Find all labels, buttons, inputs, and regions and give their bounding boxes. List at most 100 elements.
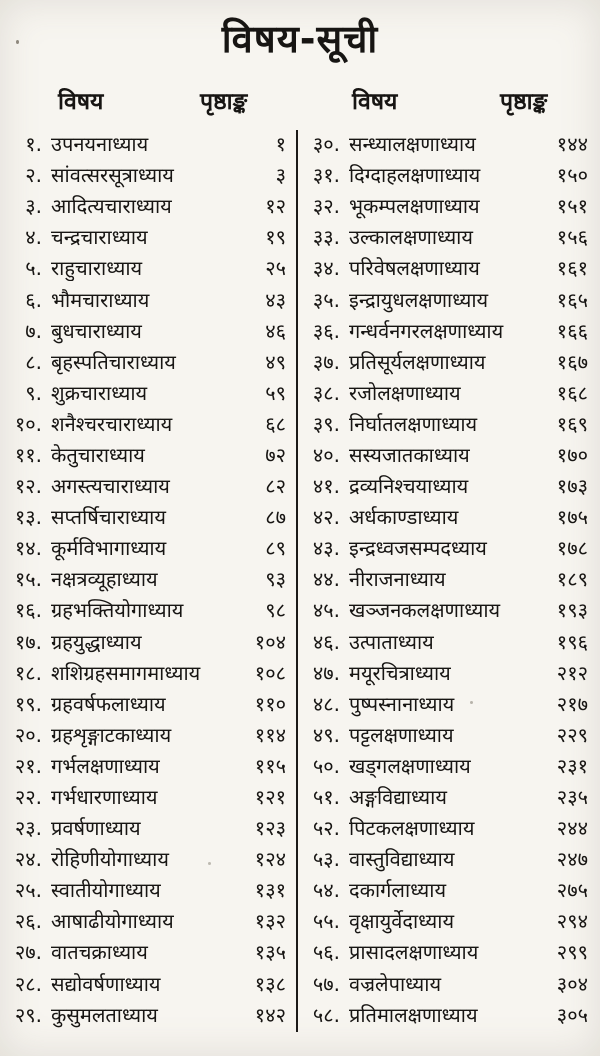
toc-entry-row: १५. नक्षत्रव्यूहाध्याय ९३ — [0, 563, 294, 594]
entry-number: ३. — [25, 194, 42, 219]
toc-entry-row: ३४. परिवेषलक्षणाध्याय १६१ — [300, 252, 600, 283]
entry-title: अर्धकाण्डाध्याय — [349, 505, 459, 530]
entry-number: १७. — [14, 629, 42, 654]
toc-entry-row: ७. बुधचाराध्याय ४६ — [0, 315, 294, 346]
entry-title: द्रव्यनिश्चयाध्याय — [349, 474, 469, 499]
entry-number: ४८. — [312, 691, 340, 716]
entry-title: खड्गलक्षणाध्याय — [349, 753, 471, 778]
entry-page-number: २९४ — [556, 909, 588, 934]
toc-entry-row: ४७. मयूरचित्राध्याय २१२ — [300, 657, 600, 688]
entry-page-number: १२३ — [254, 816, 286, 841]
entry-number: ८. — [25, 349, 42, 374]
entry-page-number: ४६ — [265, 318, 286, 343]
entry-title: पिटकलक्षणाध्याय — [349, 816, 475, 841]
entry-title: वातचक्राध्याय — [51, 940, 148, 965]
entry-page-number: २४४ — [556, 816, 588, 841]
entry-page-number: १६५ — [556, 287, 588, 312]
toc-entry-row: ४०. सस्यजातकाध्याय १७० — [300, 439, 600, 470]
entry-title: गन्धर्वनगरलक्षणाध्याय — [349, 318, 504, 343]
toc-entry-row: ९. शुक्रचाराध्याय ५९ — [0, 377, 294, 408]
entry-title: पुष्पस्नानाध्याय — [349, 691, 455, 716]
entry-title: उत्पाताध्याय — [349, 629, 434, 654]
entry-title: दिग्दाहलक्षणाध्याय — [349, 163, 481, 188]
entry-number: ४५. — [312, 598, 340, 623]
toc-entry-row: ५. राहुचाराध्याय २५ — [0, 252, 294, 283]
entry-number: ५६. — [312, 940, 340, 965]
entry-page-number: २१७ — [556, 691, 588, 716]
entry-number: १. — [25, 132, 42, 157]
entry-page-number: १२१ — [254, 785, 286, 810]
toc-entry-row: ५८. प्रतिमालक्षणाध्याय ३०५ — [300, 999, 600, 1030]
toc-entry-row: ५४. दकार्गलाध्याय २७५ — [300, 874, 600, 905]
scan-speck — [470, 701, 473, 704]
entry-number: २६. — [14, 909, 42, 934]
entry-page-number: १८९ — [556, 567, 588, 592]
column-header-subject-left: विषय — [58, 89, 104, 115]
page-title: विषय-सूची — [221, 17, 379, 61]
entry-page-number: ७२ — [265, 442, 286, 467]
entry-number: २१. — [14, 753, 42, 778]
entry-page-number: १०८ — [254, 660, 286, 685]
toc-entry-row: २८. सद्योवर्षणाध्याय १३८ — [0, 968, 294, 999]
entry-number: ४७. — [312, 660, 340, 685]
entry-page-number: १३१ — [254, 878, 286, 903]
entry-page-number: ३०५ — [556, 1002, 588, 1027]
entry-title: वज्रलेपाध्याय — [349, 971, 442, 996]
entry-number: २. — [25, 163, 42, 188]
entry-page-number: १२ — [265, 194, 286, 219]
entry-number: १६. — [14, 598, 42, 623]
entry-number: ३६. — [312, 318, 340, 343]
toc-entry-row: २३. प्रवर्षणाध्याय १२३ — [0, 812, 294, 843]
entry-page-number: २२९ — [556, 722, 588, 747]
entry-number: ३९. — [312, 411, 340, 436]
toc-entry-row: ५७. वज्रलेपाध्याय ३०४ — [300, 968, 600, 999]
entry-number: २३. — [14, 816, 42, 841]
toc-entry-row: ४५. खञ्जनकलक्षणाध्याय १९३ — [300, 594, 600, 625]
entry-title: ग्रहशृङ्गाटकाध्याय — [51, 722, 172, 747]
toc-entry-row: २६. आषाढीयोगाध्याय १३२ — [0, 905, 294, 936]
entry-page-number: १९३ — [556, 598, 588, 623]
toc-entry-row: ४९. पट्टलक्षणाध्याय २२९ — [300, 719, 600, 750]
toc-entry-row: ५२. पिटकलक्षणाध्याय २४४ — [300, 812, 600, 843]
entry-title: प्रासादलक्षणाध्याय — [349, 940, 479, 965]
entry-number: ५. — [25, 256, 42, 281]
entry-number: ५२. — [312, 816, 340, 841]
entry-page-number: १६१ — [556, 256, 588, 281]
entry-title: भूकम्पलक्षणाध्याय — [349, 194, 480, 219]
toc-entry-row: ४३. इन्द्रध्वजसम्पदध्याय १७८ — [300, 532, 600, 563]
entry-number: ३१. — [312, 163, 340, 188]
entry-title: आदित्यचाराध्याय — [51, 194, 172, 219]
entry-page-number: १४४ — [556, 132, 588, 157]
entry-title: निर्घातलक्षणाध्याय — [349, 411, 478, 436]
entry-number: ४०. — [312, 442, 340, 467]
entry-page-number: २५ — [265, 256, 286, 281]
entry-title: सन्ध्यालक्षणाध्याय — [349, 132, 476, 157]
entry-page-number: १७८ — [556, 536, 588, 561]
entry-title: रोहिणीयोगाध्याय — [51, 847, 169, 872]
column-header-subject-right: विषय — [352, 89, 398, 115]
entry-number: २०. — [14, 722, 42, 747]
entry-title: शनैश्चरचाराध्याय — [51, 411, 173, 436]
toc-entry-row: ४२. अर्धकाण्डाध्याय १७५ — [300, 501, 600, 532]
entry-number: ९. — [25, 380, 42, 405]
entry-page-number: १६७ — [556, 349, 588, 374]
toc-entry-row: २५. स्वातीयोगाध्याय १३१ — [0, 874, 294, 905]
entry-title: दकार्गलाध्याय — [349, 878, 447, 903]
entry-title: वृक्षायुर्वेदाध्याय — [349, 909, 455, 934]
entry-title: प्रवर्षणाध्याय — [51, 816, 141, 841]
entry-title: सद्योवर्षणाध्याय — [51, 971, 161, 996]
entry-page-number: १६९ — [556, 411, 588, 436]
toc-entry-row: २१. गर्भलक्षणाध्याय ११५ — [0, 750, 294, 781]
entry-number: ७. — [25, 318, 42, 343]
entry-title: सांवत्सरसूत्राध्याय — [51, 163, 174, 188]
toc-entry-row: ३०. सन्ध्यालक्षणाध्याय १४४ — [300, 128, 600, 159]
toc-entry-row: ३२. भूकम्पलक्षणाध्याय १५१ — [300, 190, 600, 221]
toc-entry-row: ४. चन्द्रचाराध्याय १९ — [0, 221, 294, 252]
toc-entry-row: ११. केतुचाराध्याय ७२ — [0, 439, 294, 470]
entry-number: ५३. — [312, 847, 340, 872]
entry-title: शशिग्रहसमागमाध्याय — [51, 660, 201, 685]
entry-page-number: ५९ — [265, 380, 286, 405]
entry-number: २२. — [14, 785, 42, 810]
entry-page-number: ९३ — [265, 567, 286, 592]
toc-entry-row: १६. ग्रहभक्तियोगाध्याय ९८ — [0, 594, 294, 625]
